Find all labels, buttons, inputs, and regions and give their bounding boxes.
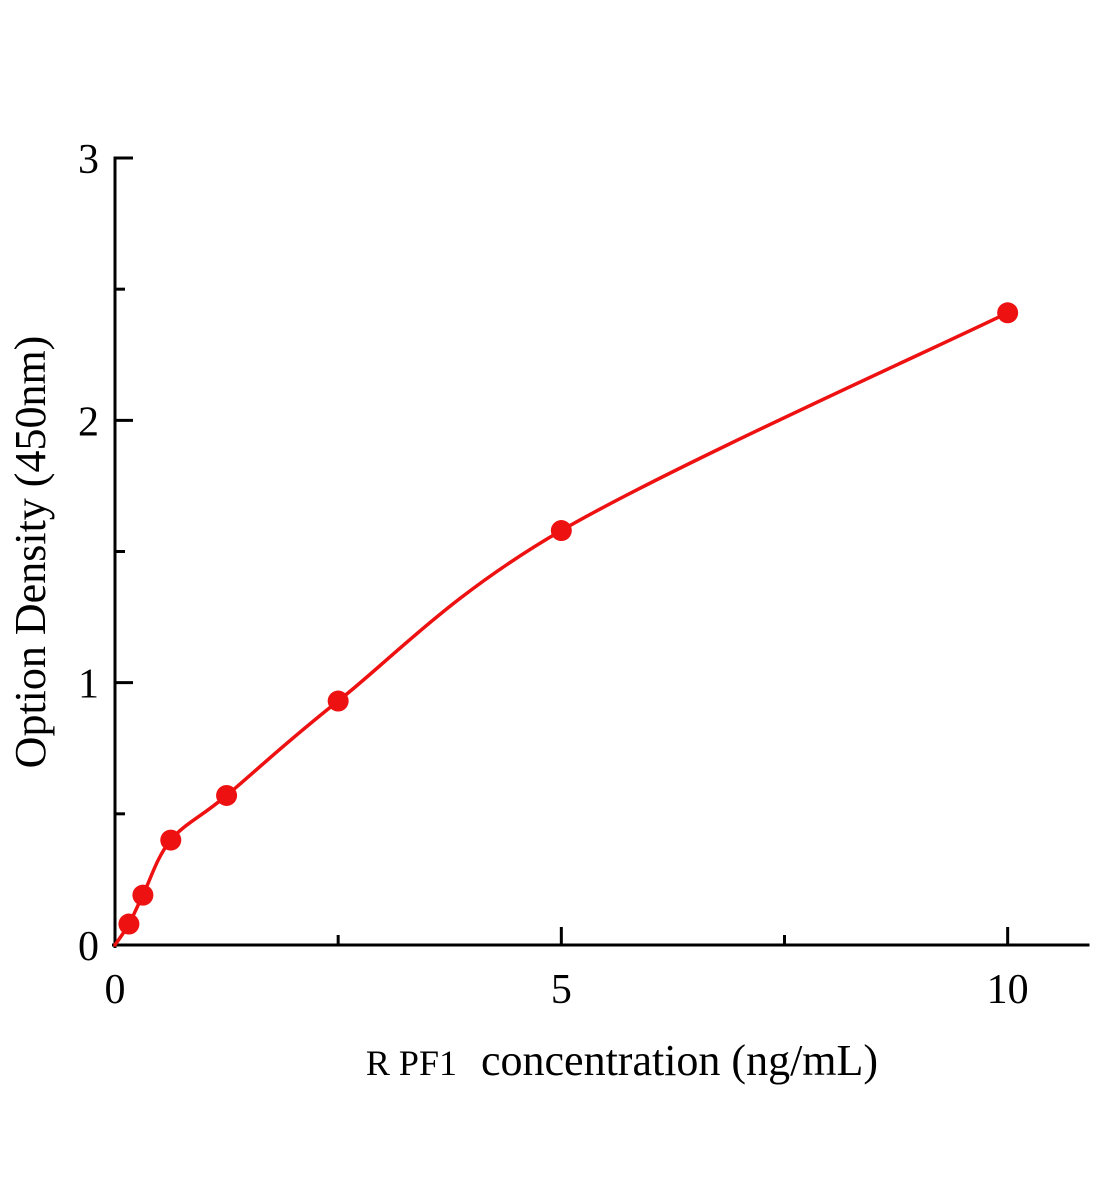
x-tick-label: 5 (551, 967, 572, 1013)
data-point (160, 829, 182, 851)
y-tick-label: 0 (78, 924, 99, 970)
data-point (132, 884, 154, 906)
plot-area: 0 5 10 0 1 2 3 (78, 137, 1090, 1013)
x-tick-label: 10 (987, 967, 1029, 1013)
x-axis-label: R PF1 concentration (ng/mL) (366, 1036, 878, 1085)
y-tick-label: 3 (78, 137, 99, 183)
x-axis-label-analyte: R PF1 (366, 1043, 457, 1083)
y-axis-label: Option Density (450nm) (6, 336, 55, 769)
data-point (327, 690, 349, 712)
y-tick-label: 2 (78, 399, 99, 445)
data-point (216, 784, 238, 806)
x-axis-label-rest: concentration (ng/mL) (481, 1036, 878, 1085)
x-tick-label: 0 (105, 967, 126, 1013)
data-point (997, 302, 1019, 324)
y-tick-label: 1 (78, 662, 99, 708)
data-point (118, 913, 140, 935)
fitted-curve (113, 311, 1010, 947)
data-point (550, 520, 572, 542)
